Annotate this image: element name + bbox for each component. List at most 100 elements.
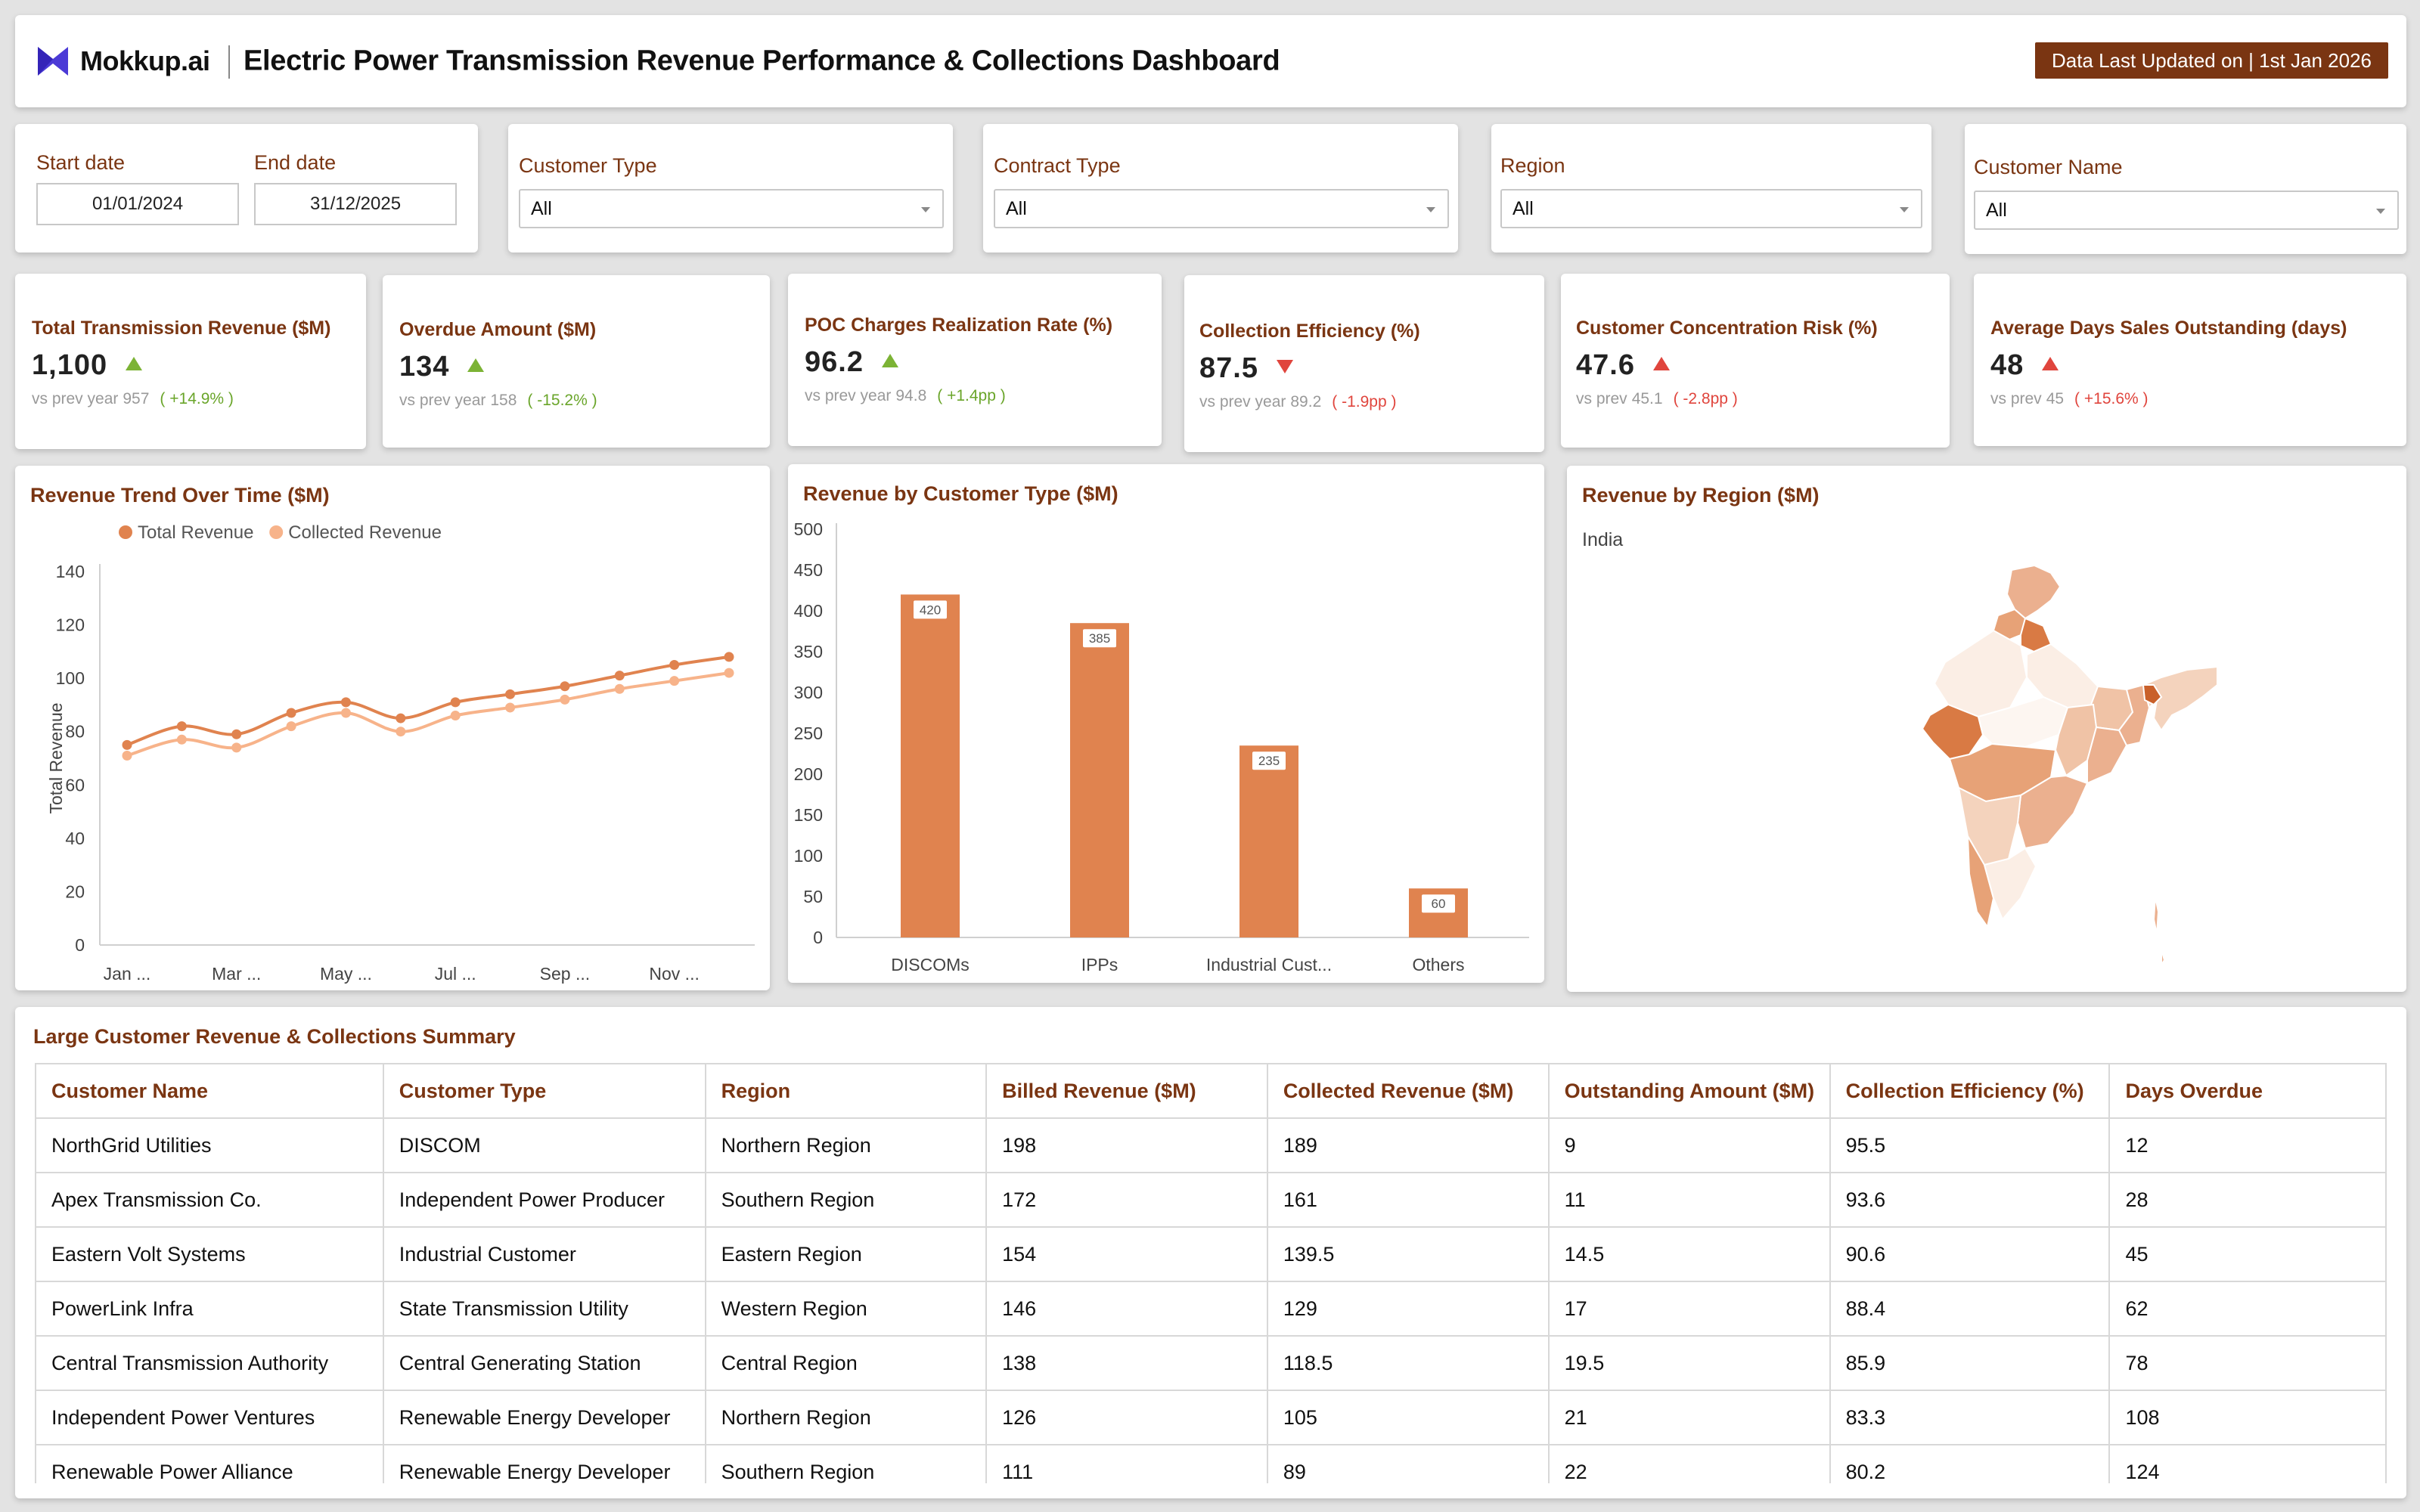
table-cell: 124 bbox=[2108, 1444, 2387, 1483]
kpi-change: ( -2.8pp ) bbox=[1673, 390, 1738, 407]
data-point bbox=[286, 721, 296, 732]
kpi-value-row: 48 bbox=[1990, 349, 2059, 382]
y-tick-label: 60 bbox=[65, 775, 85, 795]
column-header[interactable]: Outstanding Amount ($M) bbox=[1547, 1063, 1831, 1119]
kpi-prev-value: 89.2 bbox=[1290, 393, 1322, 411]
data-point bbox=[560, 681, 570, 692]
table-cell: 161 bbox=[1266, 1172, 1550, 1228]
column-header[interactable]: Collection Efficiency (%) bbox=[1829, 1063, 2111, 1119]
table-row[interactable]: NorthGrid Utilities DISCOM Northern Region… bbox=[35, 1117, 2387, 1173]
customer-type-filter-card: Customer Type All bbox=[508, 124, 953, 253]
table-cell: 45 bbox=[2108, 1226, 2387, 1282]
column-header[interactable]: Region bbox=[704, 1063, 988, 1119]
trend-down-icon bbox=[1276, 359, 1293, 373]
x-tick-label: IPPs bbox=[1081, 955, 1118, 974]
table-cell: 21 bbox=[1547, 1390, 1831, 1445]
logo[interactable]: Mokkup.ai bbox=[35, 42, 210, 80]
column-header[interactable]: Days Overdue bbox=[2108, 1063, 2387, 1119]
column-header[interactable]: Billed Revenue ($M) bbox=[985, 1063, 1268, 1119]
table-viewport[interactable]: Large Customer Revenue & Collections Sum… bbox=[15, 1007, 2406, 1483]
y-tick-label: 20 bbox=[65, 881, 85, 901]
trend-up-icon bbox=[881, 353, 898, 367]
table-cell: Eastern Volt Systems bbox=[35, 1226, 384, 1282]
kpi-card-total-revenue: Total Transmission Revenue ($M) 1,100 vs… bbox=[15, 274, 366, 449]
data-point bbox=[560, 694, 570, 705]
table-cell: 118.5 bbox=[1266, 1335, 1550, 1391]
data-label-bg bbox=[1083, 629, 1116, 648]
customer-name-filter-card: Customer Name All bbox=[1965, 124, 2406, 254]
table-cell: 129 bbox=[1266, 1281, 1550, 1337]
table-cell: 80.2 bbox=[1829, 1444, 2111, 1483]
kpi-card-overdue-amount: Overdue Amount ($M) 134 vs prev year 158 (… bbox=[383, 275, 770, 448]
customer-summary-table: Customer Name Customer Type Region Bille… bbox=[35, 1063, 2387, 1483]
table-cell: DISCOM bbox=[382, 1117, 706, 1173]
y-tick-label: 150 bbox=[794, 805, 823, 825]
table-row[interactable]: Eastern Volt Systems Industrial Customer E… bbox=[35, 1226, 2387, 1282]
dashboard-header: Mokkup.ai Electric Power Transmission Re… bbox=[15, 15, 2406, 107]
revenue-by-customer-type-chart: 0 50 100 150 200 250 300 350 400 450 500 420 DISCOMs… bbox=[794, 519, 1529, 974]
kpi-value-row: 134 bbox=[399, 351, 485, 383]
kpi-comparison: vs prev 45 ( +15.6% ) bbox=[1990, 390, 2149, 408]
contract-type-filter-card: Contract Type All bbox=[983, 124, 1458, 253]
data-point bbox=[450, 711, 461, 721]
region-value: All bbox=[1512, 198, 1534, 219]
column-header[interactable]: Customer Name bbox=[35, 1063, 384, 1119]
customer-name-select[interactable]: All bbox=[1974, 191, 2399, 230]
y-tick-label: 0 bbox=[813, 928, 823, 947]
y-tick-label: 200 bbox=[794, 764, 823, 784]
end-date-input[interactable]: 31/12/2025 bbox=[254, 183, 457, 225]
table-row[interactable]: Renewable Power Alliance Renewable Energy… bbox=[35, 1444, 2387, 1483]
kpi-comparison: vs prev year 957 ( +14.9% ) bbox=[32, 390, 234, 408]
customer-type-value: All bbox=[531, 198, 552, 219]
table-cell: 62 bbox=[2108, 1281, 2387, 1337]
data-label-bg bbox=[1252, 751, 1286, 770]
kpi-value: 96.2 bbox=[805, 346, 864, 378]
region-label: Region bbox=[1500, 154, 1565, 177]
customer-type-chart-title: Revenue by Customer Type ($M) bbox=[803, 482, 1118, 505]
table-cell: Central Transmission Authority bbox=[35, 1335, 384, 1391]
kpi-title: Collection Efficiency (%) bbox=[1199, 321, 1420, 342]
y-tick-label: 50 bbox=[803, 887, 823, 906]
table-cell: 95.5 bbox=[1829, 1117, 2111, 1173]
table-cell: 154 bbox=[985, 1226, 1268, 1282]
data-point bbox=[724, 668, 734, 678]
start-date-input[interactable]: 01/01/2024 bbox=[36, 183, 239, 225]
kpi-card-days-sales-outstanding: Average Days Sales Outstanding (days) 48… bbox=[1974, 274, 2406, 446]
table-cell: 85.9 bbox=[1829, 1335, 2111, 1391]
table-cell: Renewable Power Alliance bbox=[35, 1444, 384, 1483]
table-cell: Renewable Energy Developer bbox=[382, 1444, 706, 1483]
page-title: Electric Power Transmission Revenue Perf… bbox=[244, 45, 1280, 77]
table-cell: 139.5 bbox=[1266, 1226, 1550, 1282]
revenue-by-customer-type-card: Revenue by Customer Type ($M) 0 50 100 150 2… bbox=[788, 464, 1544, 983]
kpi-prev-value: 158 bbox=[490, 392, 517, 409]
revenue-by-region-card: Revenue by Region ($M) India bbox=[1567, 466, 2406, 992]
table-row[interactable]: PowerLink Infra State Transmission Utilit… bbox=[35, 1281, 2387, 1337]
x-tick-label: Sep ... bbox=[540, 964, 590, 984]
data-point bbox=[340, 697, 351, 708]
kpi-change: ( +14.9% ) bbox=[160, 390, 234, 407]
mokkup-logo-icon bbox=[38, 47, 68, 76]
kpi-prev-label: vs prev year bbox=[32, 390, 119, 407]
table-cell: Apex Transmission Co. bbox=[35, 1172, 384, 1228]
customer-type-select[interactable]: All bbox=[519, 189, 944, 228]
table-cell: 11 bbox=[1547, 1172, 1831, 1228]
contract-type-select[interactable]: All bbox=[994, 189, 1449, 228]
data-label-bg bbox=[914, 600, 947, 619]
column-header[interactable]: Collected Revenue ($M) bbox=[1266, 1063, 1550, 1119]
kpi-card-collection-efficiency: Collection Efficiency (%) 87.5 vs prev y… bbox=[1184, 275, 1544, 452]
revenue-trend-title: Revenue Trend Over Time ($M) bbox=[30, 484, 330, 507]
kpi-change: ( +15.6% ) bbox=[2074, 390, 2149, 407]
table-row[interactable]: Central Transmission Authority Central Ge… bbox=[35, 1335, 2387, 1391]
logo-text: Mokkup.ai bbox=[80, 45, 210, 76]
table-cell: Industrial Customer bbox=[382, 1226, 706, 1282]
table-cell: 89 bbox=[1266, 1444, 1550, 1483]
india-region-map[interactable] bbox=[1794, 556, 2217, 980]
kpi-title: Average Days Sales Outstanding (days) bbox=[1990, 318, 2347, 339]
column-header[interactable]: Customer Type bbox=[382, 1063, 706, 1119]
data-point bbox=[231, 742, 242, 753]
data-point bbox=[122, 750, 132, 761]
table-row[interactable]: Apex Transmission Co. Independent Power P… bbox=[35, 1172, 2387, 1228]
region-select[interactable]: All bbox=[1500, 189, 1922, 228]
table-row[interactable]: Independent Power Ventures Renewable Ener… bbox=[35, 1390, 2387, 1445]
kpi-value: 134 bbox=[399, 351, 450, 383]
